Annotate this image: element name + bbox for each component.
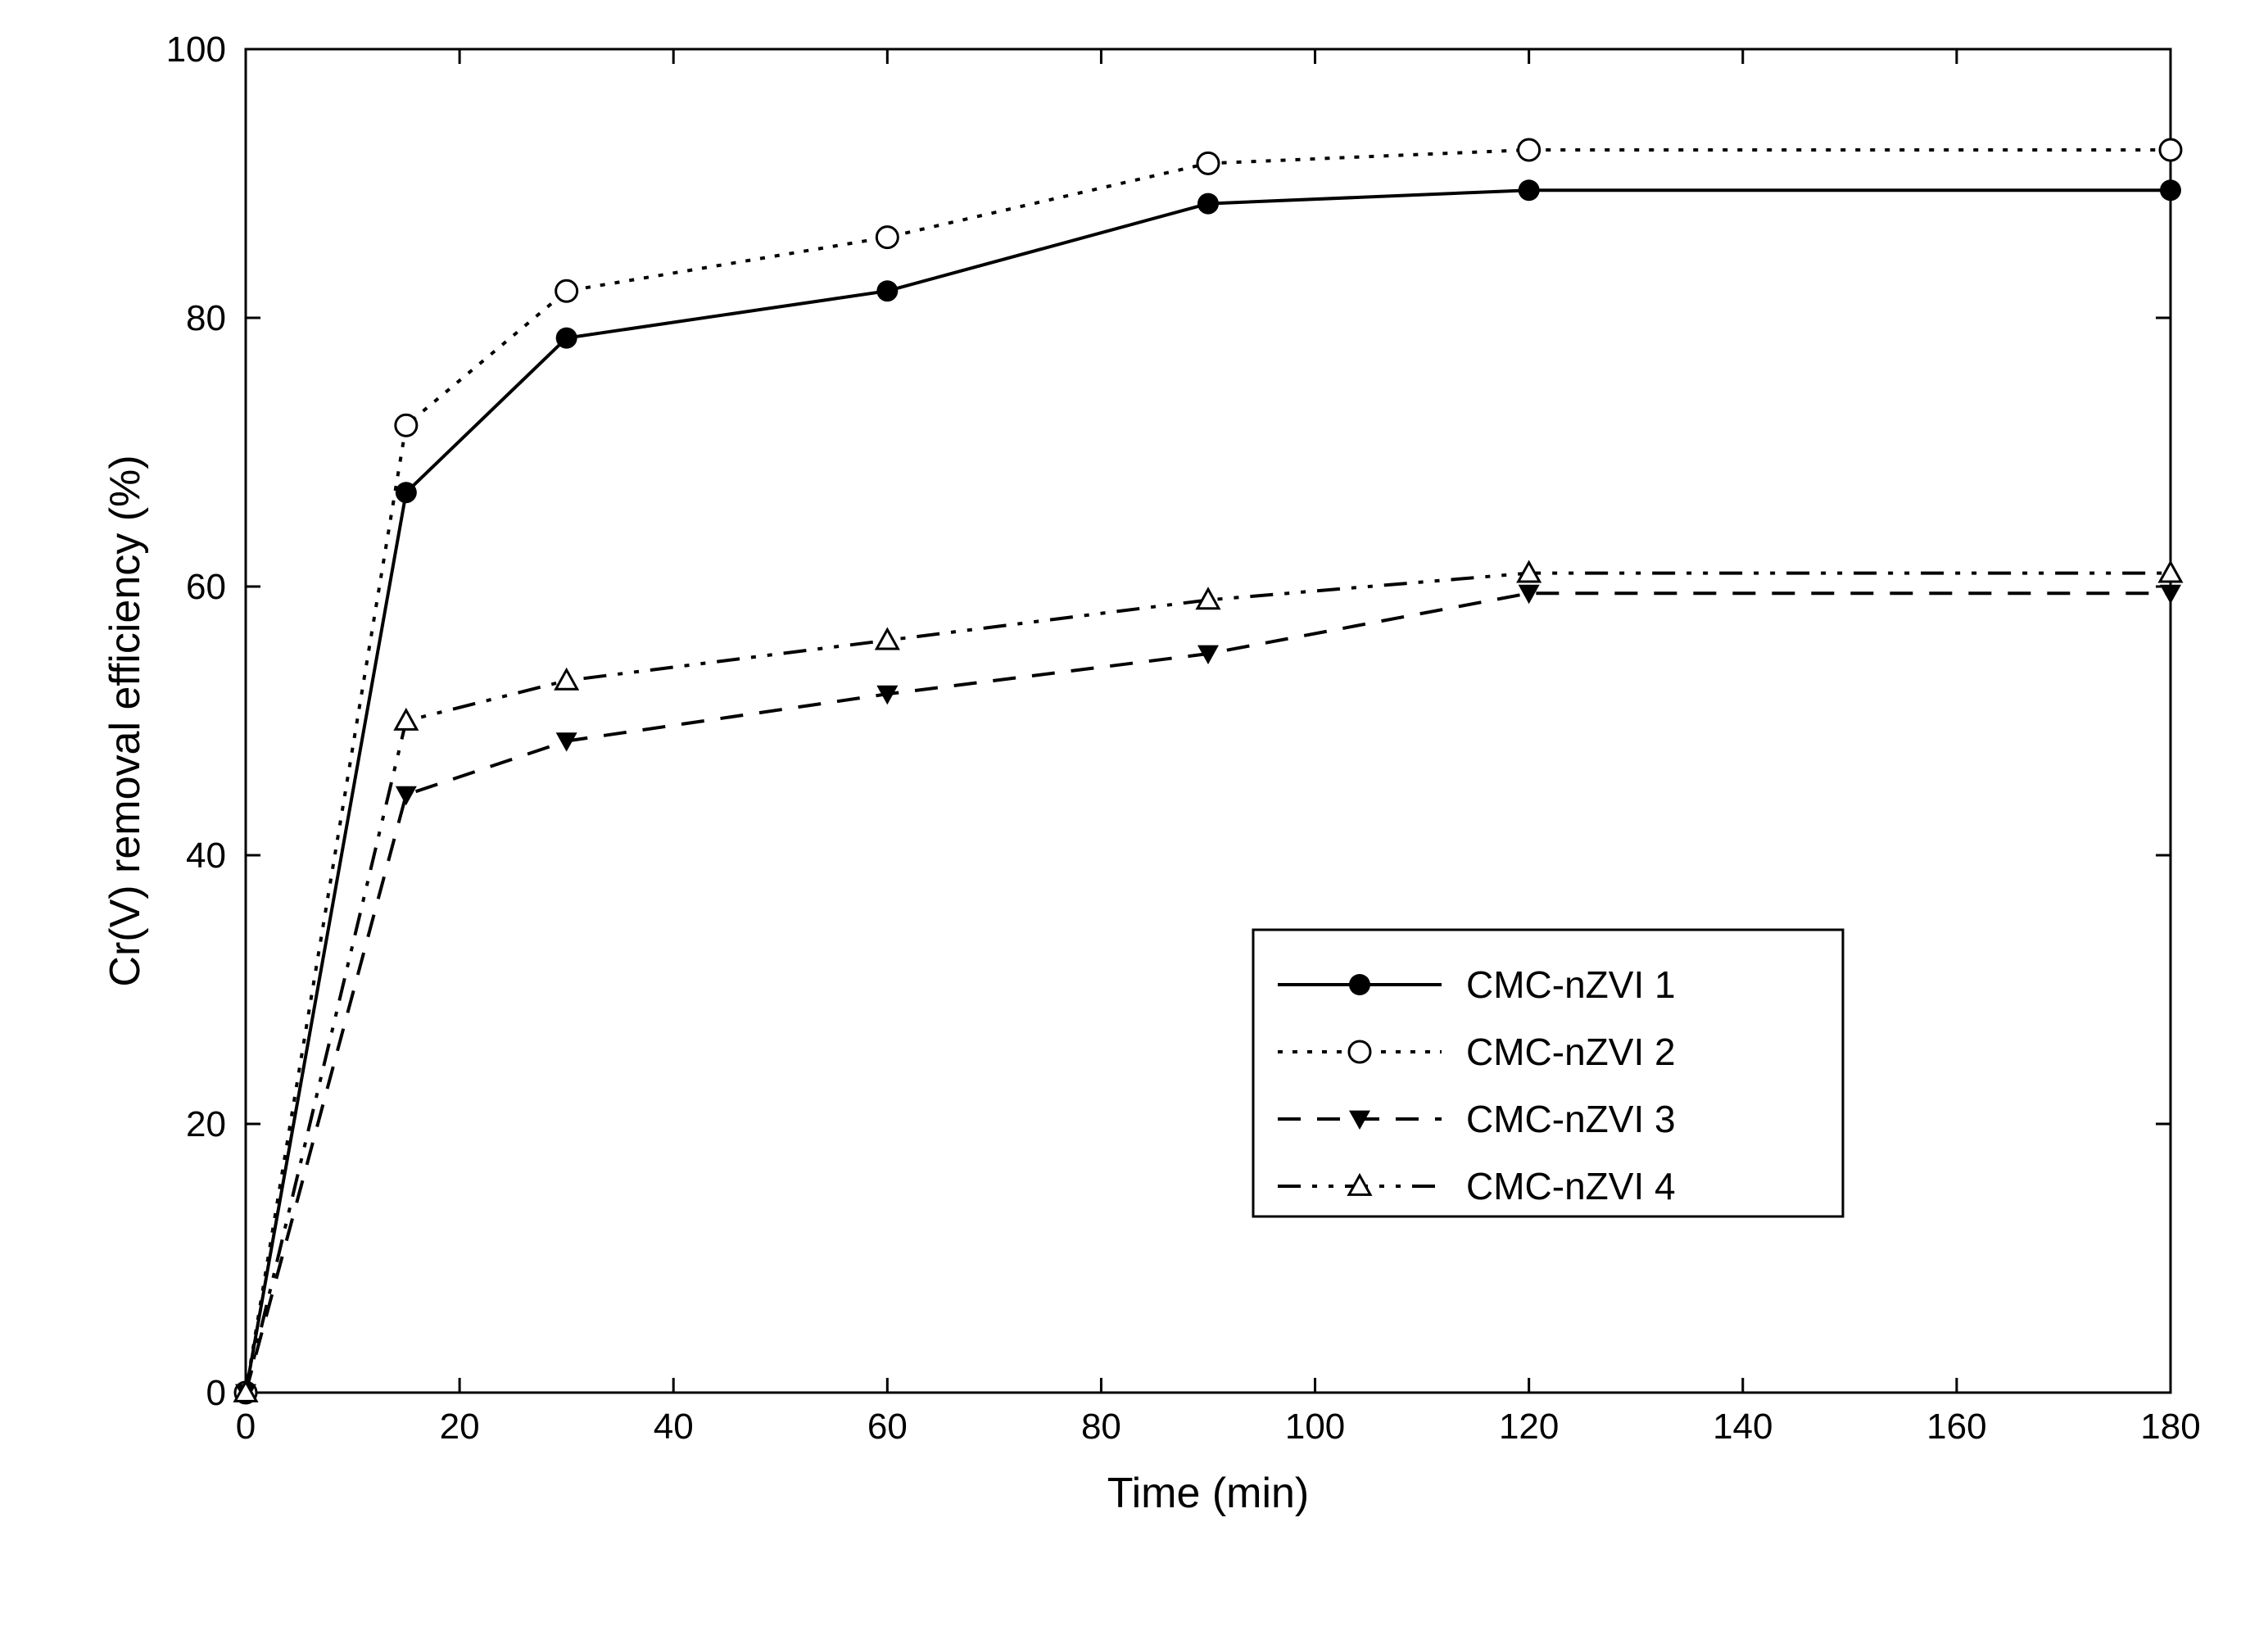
x-tick-label: 20	[440, 1407, 480, 1447]
marker-s2	[1519, 139, 1540, 161]
plot-frame	[246, 49, 2171, 1393]
marker-s4	[1197, 589, 1219, 608]
marker-s2	[1197, 152, 1219, 174]
y-tick-label: 100	[166, 29, 226, 70]
legend-label-s2: CMC-nZVI 2	[1466, 1031, 1676, 1073]
x-tick-label: 160	[1926, 1407, 1986, 1447]
x-tick-label: 60	[867, 1407, 908, 1447]
marker-s1	[396, 482, 417, 503]
chart-container: 0 20 40 60 80 100 120 140 160 180 Time (min) 0 20 40 6…	[0, 0, 2268, 1640]
marker-s1	[556, 328, 577, 349]
legend-label-s4: CMC-nZVI 4	[1466, 1165, 1676, 1207]
marker-s3	[2160, 585, 2181, 604]
marker-s2	[396, 415, 417, 436]
x-axis-title: Time (min)	[1107, 1470, 1310, 1517]
legend-label-s3: CMC-nZVI 3	[1466, 1098, 1676, 1140]
marker-s1	[2160, 179, 2181, 201]
series-line-s2	[246, 150, 2171, 1393]
x-tick-label: 140	[1713, 1407, 1772, 1447]
y-tick-label: 60	[186, 567, 226, 607]
x-tick-label: 40	[654, 1407, 694, 1447]
x-tick-label: 100	[1285, 1407, 1345, 1447]
marker-s1	[1349, 974, 1370, 995]
series-line-s3	[246, 593, 2171, 1393]
marker-s4	[396, 710, 417, 729]
series-line-s1	[246, 190, 2171, 1393]
marker-s2	[876, 227, 898, 248]
marker-s1	[1197, 193, 1219, 215]
x-tick-label: 0	[236, 1407, 256, 1447]
marker-s1	[876, 280, 898, 301]
marker-s2	[556, 280, 577, 301]
marker-s3	[556, 732, 577, 751]
x-tick-label: 180	[2140, 1407, 2200, 1447]
x-tick-label: 120	[1499, 1407, 1559, 1447]
marker-s4	[2160, 563, 2181, 582]
marker-s1	[1519, 179, 1540, 201]
series-line-s4	[246, 573, 2171, 1393]
line-chart: 0 20 40 60 80 100 120 140 160 180 Time (min) 0 20 40 6…	[0, 0, 2268, 1640]
legend: CMC-nZVI 1 CMC-nZVI 2 CMC-nZVI 3 CMC-nZVI 4	[1253, 930, 1843, 1216]
marker-s2	[2160, 139, 2181, 161]
legend-label-s1: CMC-nZVI 1	[1466, 963, 1676, 1006]
x-tick-label: 80	[1081, 1407, 1121, 1447]
y-axis-title: Cr(V) removal efficiency (%)	[102, 455, 149, 986]
y-tick-label: 20	[186, 1104, 226, 1144]
marker-s2	[1349, 1041, 1370, 1062]
y-tick-label: 0	[206, 1373, 226, 1413]
y-tick-label: 80	[186, 298, 226, 338]
y-tick-label: 40	[186, 836, 226, 876]
marker-s4	[876, 630, 898, 649]
marker-s3	[396, 786, 417, 805]
marker-s4	[556, 670, 577, 689]
